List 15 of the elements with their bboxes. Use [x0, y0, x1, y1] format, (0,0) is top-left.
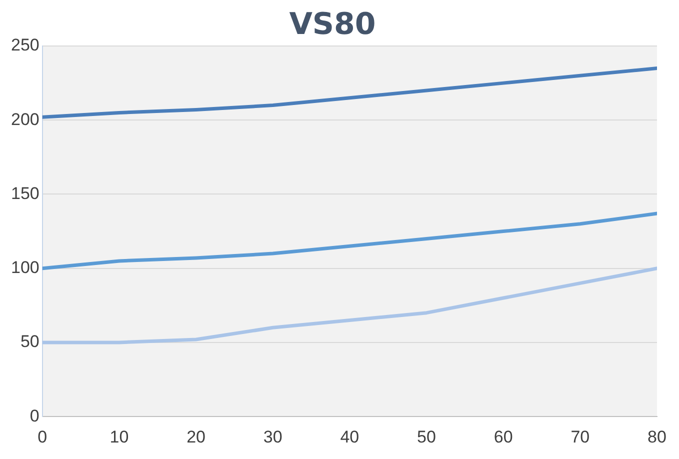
- x-tick-label: 60: [494, 427, 513, 446]
- chart-title: VS80: [289, 6, 376, 42]
- y-tick-label: 100: [10, 258, 40, 278]
- x-tick-label: 10: [110, 427, 129, 446]
- y-tick-label: 250: [10, 36, 40, 55]
- x-tick-label: 30: [263, 427, 282, 446]
- y-tick-label: 0: [30, 406, 40, 426]
- y-tick-label: 50: [20, 332, 40, 352]
- x-tick-label: 20: [186, 427, 206, 446]
- y-tick-label: 200: [10, 110, 40, 129]
- x-tick-label: 40: [340, 427, 360, 446]
- y-tick-label: 150: [10, 184, 40, 203]
- x-tick-label: 50: [417, 427, 436, 446]
- x-tick-label: 80: [648, 427, 666, 446]
- x-tick-label: 70: [570, 427, 590, 446]
